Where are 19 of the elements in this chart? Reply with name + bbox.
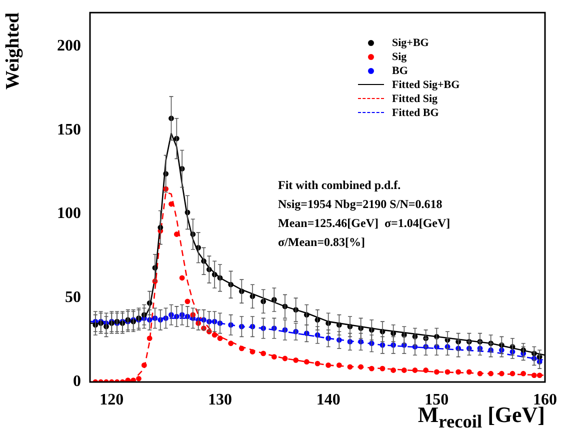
legend-label: Sig	[392, 50, 407, 64]
x-tick-label: 120	[100, 392, 124, 409]
annotation: Nsig=1954 Nbg=2190 S/N=0.618	[278, 196, 444, 213]
y-axis-title: Weighted	[2, 12, 24, 90]
legend-label: Sig+BG	[392, 36, 429, 50]
annotation: Fit with combined p.d.f.	[278, 177, 402, 194]
y-tick-label: 0	[73, 373, 81, 390]
legend-label: Fitted BG	[392, 106, 439, 120]
legend-label: Fitted Sig	[392, 92, 438, 106]
y-tick-label: 100	[57, 205, 81, 222]
legend-label: BG	[392, 64, 408, 78]
y-tick-label: 200	[57, 37, 81, 54]
y-tick-label: 50	[65, 289, 81, 306]
annotation: σ/Mean=0.83[%]	[278, 234, 366, 251]
annotation: Mean=125.46[GeV] σ=1.04[GeV]	[278, 215, 450, 232]
x-tick-label: 130	[208, 392, 232, 409]
legend-label: Fitted Sig+BG	[392, 78, 460, 92]
x-tick-label: 140	[316, 392, 340, 409]
y-tick-label: 150	[57, 121, 81, 138]
